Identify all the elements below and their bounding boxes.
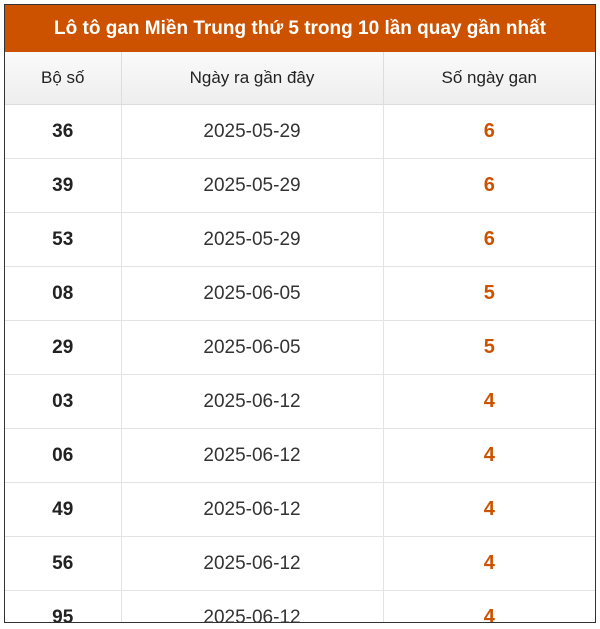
days-absent: 5	[382, 320, 595, 375]
table-row: 06 2025-06-12 4	[5, 428, 595, 483]
days-absent: 6	[382, 104, 595, 159]
lo-gan-table-panel: Lô tô gan Miền Trung thứ 5 trong 10 lần …	[4, 4, 596, 623]
last-drawn-date: 2025-06-12	[120, 428, 384, 483]
last-drawn-date: 2025-05-29	[120, 212, 384, 267]
table-row: 56 2025-06-12 4	[5, 536, 595, 591]
days-absent: 4	[382, 536, 595, 591]
header-row: Bộ số Ngày ra gần đây Số ngày gan	[5, 52, 595, 105]
lo-gan-table: Bộ số Ngày ra gần đây Số ngày gan 36 2025…	[5, 52, 595, 622]
table-title: Lô tô gan Miền Trung thứ 5 trong 10 lần …	[5, 5, 595, 52]
days-absent: 6	[382, 158, 595, 213]
table-row: 39 2025-05-29 6	[5, 158, 595, 213]
lottery-number: 49	[5, 482, 122, 537]
last-drawn-date: 2025-06-12	[120, 590, 384, 622]
lottery-number: 08	[5, 266, 122, 321]
lottery-number: 29	[5, 320, 122, 375]
table-row: 03 2025-06-12 4	[5, 374, 595, 429]
table-row: 95 2025-06-12 4	[5, 590, 595, 622]
table-row: 36 2025-05-29 6	[5, 104, 595, 159]
last-drawn-date: 2025-05-29	[120, 104, 384, 159]
days-absent: 4	[382, 374, 595, 429]
last-drawn-date: 2025-06-05	[120, 266, 384, 321]
lottery-number: 06	[5, 428, 122, 483]
lottery-number: 56	[5, 536, 122, 591]
lottery-number: 39	[5, 158, 122, 213]
last-drawn-date: 2025-05-29	[120, 158, 384, 213]
last-drawn-date: 2025-06-05	[120, 320, 384, 375]
table-row: 29 2025-06-05 5	[5, 320, 595, 375]
column-header-days: Số ngày gan	[382, 52, 595, 105]
days-absent: 4	[382, 590, 595, 622]
days-absent: 4	[382, 482, 595, 537]
last-drawn-date: 2025-06-12	[120, 482, 384, 537]
lottery-number: 95	[5, 590, 122, 622]
last-drawn-date: 2025-06-12	[120, 536, 384, 591]
table-row: 53 2025-05-29 6	[5, 212, 595, 267]
days-absent: 5	[382, 266, 595, 321]
days-absent: 6	[382, 212, 595, 267]
table-row: 49 2025-06-12 4	[5, 482, 595, 537]
lottery-number: 36	[5, 104, 122, 159]
column-header-number: Bộ số	[5, 52, 122, 105]
last-drawn-date: 2025-06-12	[120, 374, 384, 429]
column-header-date: Ngày ra gần đây	[120, 52, 384, 105]
days-absent: 4	[382, 428, 595, 483]
table-row: 08 2025-06-05 5	[5, 266, 595, 321]
lottery-number: 03	[5, 374, 122, 429]
lottery-number: 53	[5, 212, 122, 267]
